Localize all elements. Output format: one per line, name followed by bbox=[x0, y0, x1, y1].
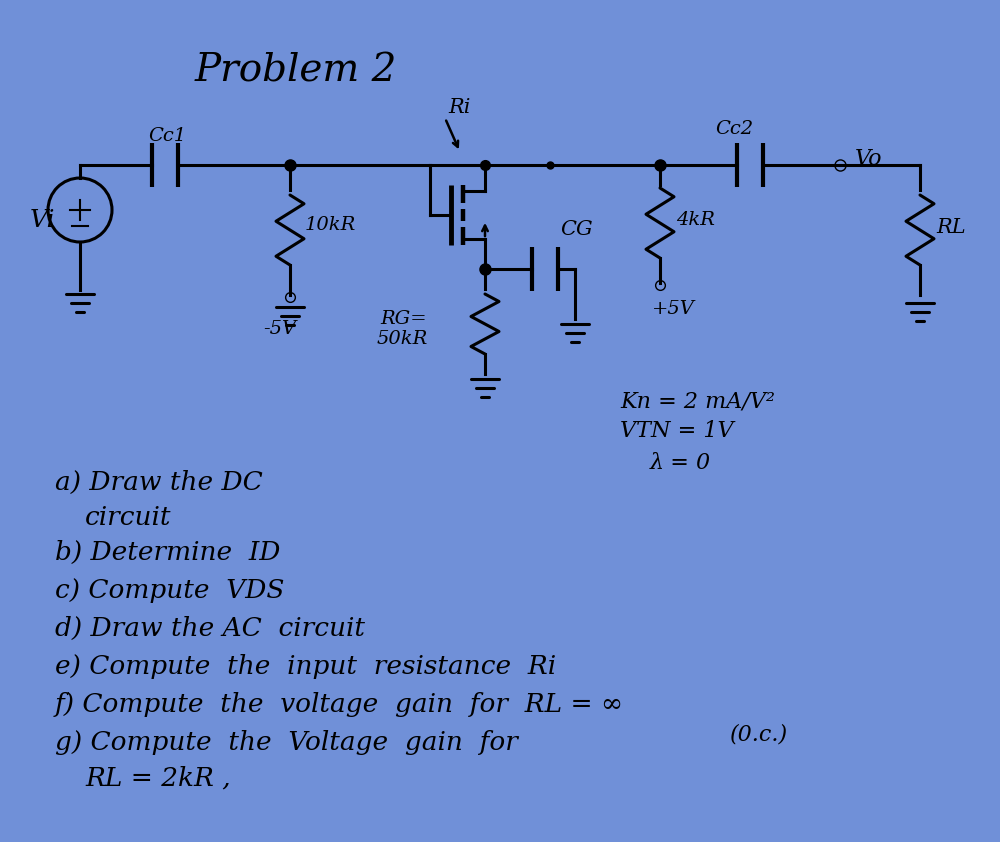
Text: Vo: Vo bbox=[855, 148, 883, 170]
Text: Problem 2: Problem 2 bbox=[195, 52, 397, 89]
Text: 10kR: 10kR bbox=[305, 216, 356, 234]
Text: λ = 0: λ = 0 bbox=[650, 452, 711, 474]
Text: Kn = 2 mA/V²: Kn = 2 mA/V² bbox=[620, 390, 775, 412]
Text: a) Draw the DC: a) Draw the DC bbox=[55, 470, 263, 495]
Text: -5V: -5V bbox=[263, 320, 297, 338]
Text: b) Determine  ID: b) Determine ID bbox=[55, 540, 280, 565]
Text: f) Compute  the  voltage  gain  for  RL = ∞: f) Compute the voltage gain for RL = ∞ bbox=[55, 692, 624, 717]
Text: Cc1: Cc1 bbox=[148, 127, 186, 145]
Text: Vi: Vi bbox=[30, 209, 56, 232]
Text: 50kR: 50kR bbox=[377, 330, 428, 348]
Text: RL = 2kR ,: RL = 2kR , bbox=[85, 766, 231, 791]
Text: RL: RL bbox=[936, 217, 966, 237]
Text: (0.c.): (0.c.) bbox=[730, 724, 788, 746]
Text: Ri: Ri bbox=[448, 98, 470, 117]
Text: +5V: +5V bbox=[652, 300, 695, 318]
Text: CG: CG bbox=[560, 220, 593, 239]
Text: g) Compute  the  Voltage  gain  for: g) Compute the Voltage gain for bbox=[55, 730, 518, 755]
Text: VTN = 1V: VTN = 1V bbox=[620, 420, 734, 442]
Text: d) Draw the AC  circuit: d) Draw the AC circuit bbox=[55, 616, 365, 641]
Text: circuit: circuit bbox=[85, 505, 172, 530]
Text: c) Compute  VDS: c) Compute VDS bbox=[55, 578, 285, 603]
Text: RG=: RG= bbox=[380, 310, 427, 328]
Text: 4kR: 4kR bbox=[676, 211, 715, 229]
Text: Cc2: Cc2 bbox=[715, 120, 753, 138]
Text: e) Compute  the  input  resistance  Ri: e) Compute the input resistance Ri bbox=[55, 654, 556, 679]
